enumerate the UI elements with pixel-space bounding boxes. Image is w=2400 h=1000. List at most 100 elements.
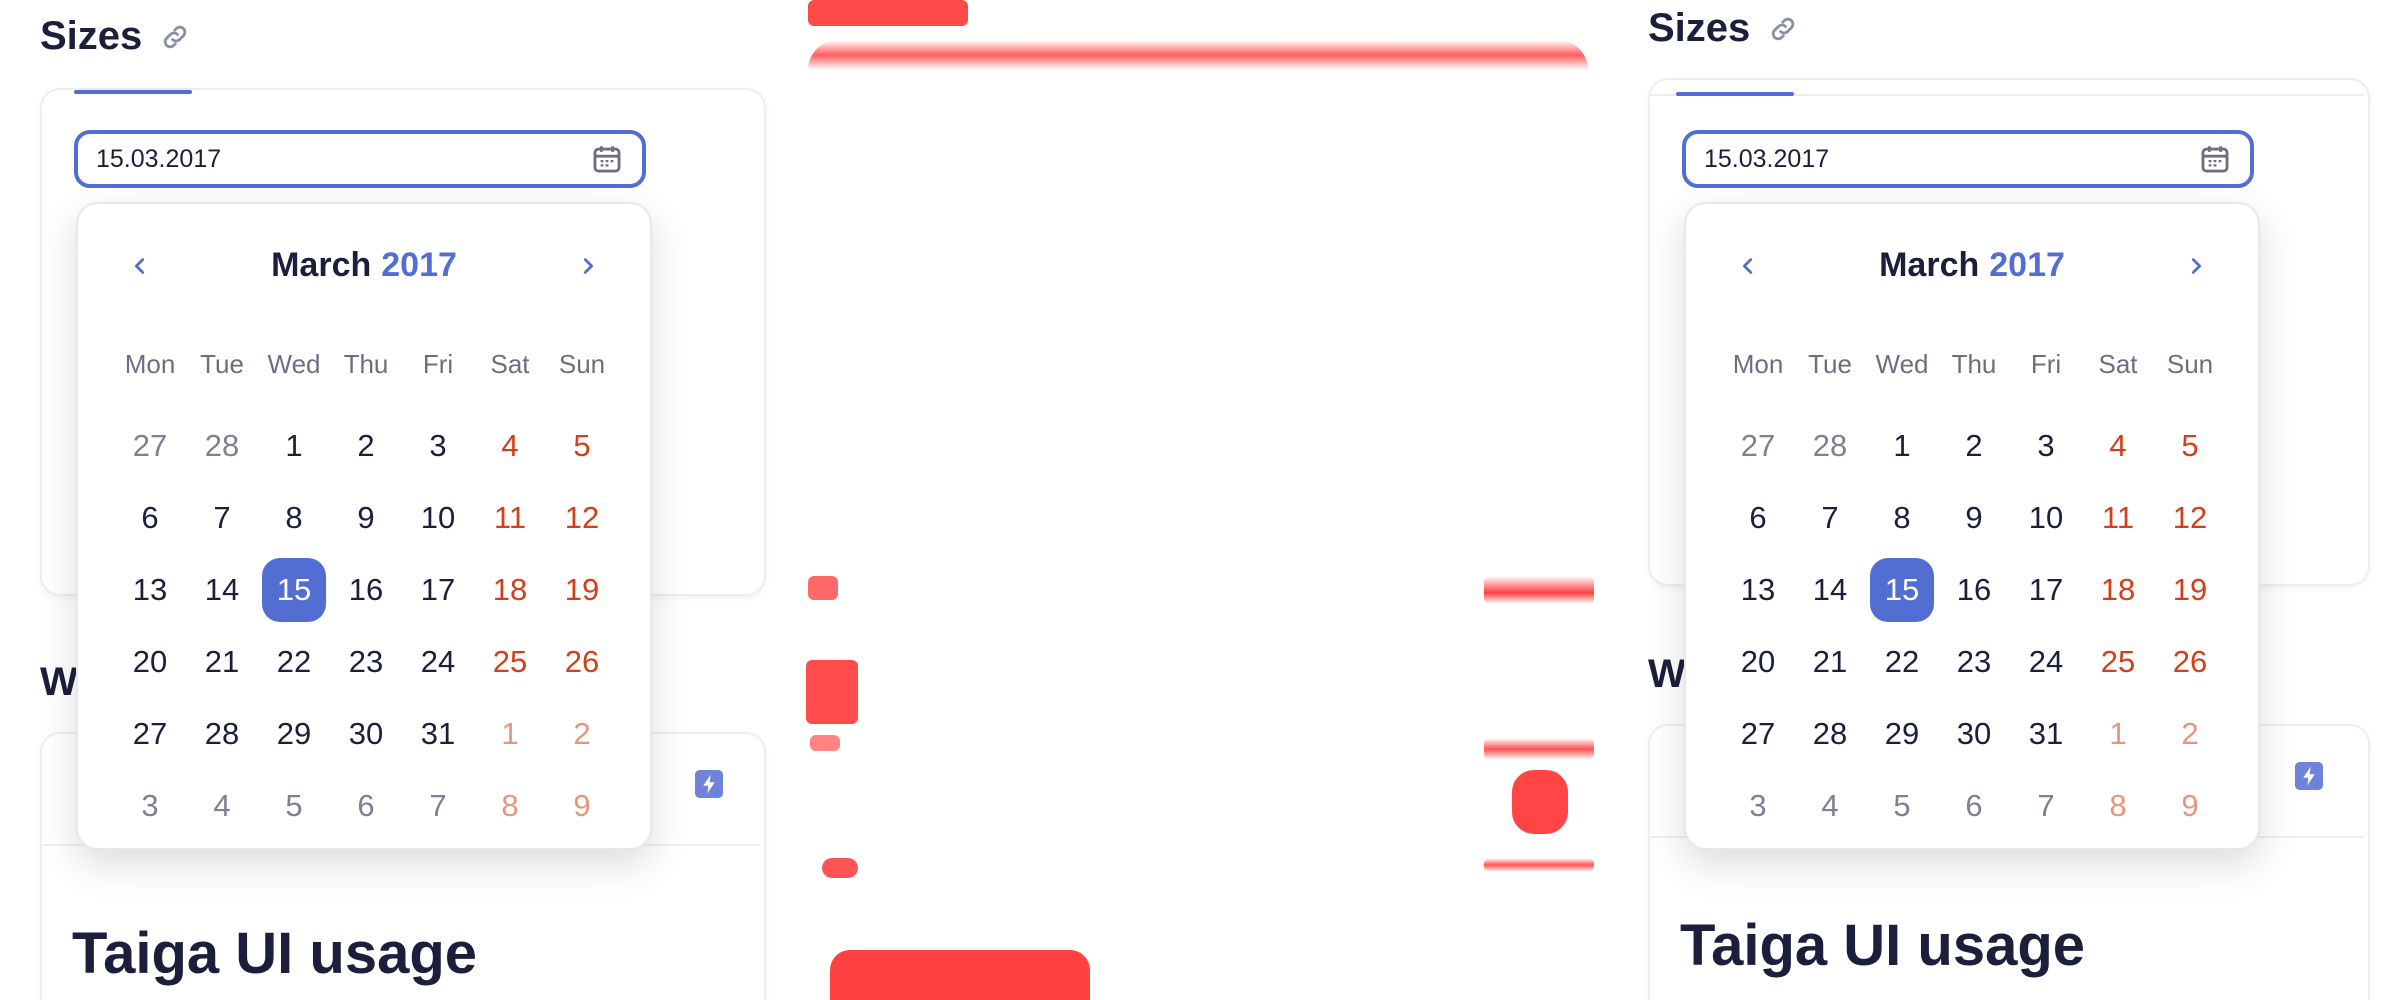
calendar-day[interactable]: 30 <box>348 716 384 751</box>
calendar-day[interactable]: 28 <box>204 428 240 463</box>
calendar-day[interactable]: 2 <box>357 428 375 463</box>
calendar-day[interactable]: 25 <box>2100 644 2136 679</box>
next-month-button[interactable] <box>2178 248 2214 284</box>
calendar-day[interactable]: 10 <box>420 500 456 535</box>
next-month-button[interactable] <box>570 248 606 284</box>
calendar-day[interactable]: 27 <box>132 716 168 751</box>
calendar-day[interactable]: 6 <box>141 500 159 535</box>
date-input[interactable]: 15.03.2017 <box>1682 130 2254 188</box>
calendar-day[interactable]: 19 <box>564 572 600 607</box>
lightning-icon[interactable] <box>2295 762 2323 790</box>
calendar-month[interactable]: March <box>271 245 372 284</box>
date-input[interactable]: 15.03.2017 <box>74 130 646 188</box>
calendar-day[interactable]: 9 <box>357 500 375 535</box>
calendar-day[interactable]: 20 <box>1740 644 1776 679</box>
prev-month-button[interactable] <box>122 248 158 284</box>
calendar-day[interactable]: 24 <box>420 644 456 679</box>
calendar-day[interactable]: 8 <box>2109 788 2127 823</box>
calendar-day[interactable]: 5 <box>2181 428 2199 463</box>
calendar-day[interactable]: 11 <box>2101 500 2135 535</box>
calendar-day[interactable]: 18 <box>492 572 528 607</box>
calendar-day[interactable]: 2 <box>1965 428 1983 463</box>
calendar-day[interactable]: 9 <box>1965 500 1983 535</box>
calendar-day[interactable]: 11 <box>493 500 527 535</box>
link-icon[interactable] <box>1768 14 1798 44</box>
calendar-month[interactable]: March <box>1879 245 1980 284</box>
link-icon[interactable] <box>160 22 190 52</box>
date-input-value[interactable]: 15.03.2017 <box>1704 144 1830 173</box>
calendar-day[interactable]: 28 <box>1812 428 1848 463</box>
calendar-day[interactable]: 31 <box>420 716 456 751</box>
calendar-day[interactable]: 26 <box>564 644 600 679</box>
calendar-day[interactable]: 26 <box>2172 644 2208 679</box>
calendar-day[interactable]: 25 <box>492 644 528 679</box>
calendar-day[interactable]: 13 <box>1740 572 1776 607</box>
calendar-day[interactable]: 8 <box>1893 500 1911 535</box>
calendar-day[interactable]: 7 <box>213 500 231 535</box>
calendar-day[interactable]: 10 <box>2028 500 2064 535</box>
calendar-day[interactable]: 6 <box>1749 500 1767 535</box>
calendar-day[interactable]: 1 <box>1893 428 1911 463</box>
calendar-icon[interactable] <box>590 142 624 176</box>
calendar-day[interactable]: 23 <box>1956 644 1992 679</box>
calendar-icon[interactable] <box>2198 142 2232 176</box>
calendar-day[interactable]: 18 <box>2100 572 2136 607</box>
calendar-day[interactable]: 7 <box>2037 788 2055 823</box>
calendar-day[interactable]: 12 <box>2172 500 2208 535</box>
calendar-day[interactable]: 3 <box>141 788 159 823</box>
calendar-day[interactable]: 28 <box>204 716 240 751</box>
calendar-day[interactable]: 7 <box>1821 500 1839 535</box>
calendar-day[interactable]: 19 <box>2172 572 2208 607</box>
prev-month-button[interactable] <box>1730 248 1766 284</box>
selected-day[interactable]: 15 <box>262 558 326 622</box>
calendar-day[interactable]: 1 <box>2109 716 2127 751</box>
calendar-day[interactable]: 20 <box>132 644 168 679</box>
calendar-day[interactable]: 17 <box>420 572 456 607</box>
calendar-day[interactable]: 2 <box>573 716 591 751</box>
calendar-day[interactable]: 3 <box>2037 428 2055 463</box>
calendar-day[interactable]: 13 <box>132 572 168 607</box>
calendar-day[interactable]: 6 <box>357 788 375 823</box>
calendar-day[interactable]: 4 <box>213 788 231 823</box>
calendar-day[interactable]: 2 <box>2181 716 2199 751</box>
calendar-day[interactable]: 31 <box>2028 716 2064 751</box>
calendar-day[interactable]: 27 <box>1740 428 1776 463</box>
calendar-day[interactable]: 1 <box>501 716 519 751</box>
calendar-day[interactable]: 21 <box>1812 644 1848 679</box>
calendar-year[interactable]: 2017 <box>381 245 457 284</box>
calendar-day[interactable]: 27 <box>1740 716 1776 751</box>
calendar-day[interactable]: 28 <box>1812 716 1848 751</box>
selected-day[interactable]: 15 <box>1870 558 1934 622</box>
calendar-day[interactable]: 9 <box>573 788 591 823</box>
calendar-day[interactable]: 4 <box>501 428 519 463</box>
calendar-day[interactable]: 14 <box>1812 572 1848 607</box>
calendar-day[interactable]: 24 <box>2028 644 2064 679</box>
calendar-day[interactable]: 16 <box>1956 572 1992 607</box>
calendar-day[interactable]: 29 <box>276 716 312 751</box>
date-input-value[interactable]: 15.03.2017 <box>96 144 222 173</box>
calendar-day[interactable]: 23 <box>348 644 384 679</box>
calendar-day[interactable]: 30 <box>1956 716 1992 751</box>
calendar-day[interactable]: 22 <box>276 644 312 679</box>
calendar-day[interactable]: 22 <box>1884 644 1920 679</box>
calendar-day[interactable]: 5 <box>1893 788 1911 823</box>
lightning-icon[interactable] <box>695 770 723 798</box>
calendar-day[interactable]: 16 <box>348 572 384 607</box>
calendar-day[interactable]: 1 <box>285 428 303 463</box>
calendar-year[interactable]: 2017 <box>1989 245 2065 284</box>
calendar-day[interactable]: 21 <box>204 644 240 679</box>
calendar-day[interactable]: 14 <box>204 572 240 607</box>
calendar-day[interactable]: 9 <box>2181 788 2199 823</box>
calendar-day[interactable]: 4 <box>1821 788 1839 823</box>
calendar-day[interactable]: 8 <box>285 500 303 535</box>
calendar-day[interactable]: 6 <box>1965 788 1983 823</box>
calendar-day[interactable]: 5 <box>285 788 303 823</box>
calendar-day[interactable]: 12 <box>564 500 600 535</box>
calendar-day[interactable]: 17 <box>2028 572 2064 607</box>
calendar-day[interactable]: 3 <box>429 428 447 463</box>
calendar-day[interactable]: 7 <box>429 788 447 823</box>
calendar-day[interactable]: 4 <box>2109 428 2127 463</box>
calendar-day[interactable]: 27 <box>132 428 168 463</box>
calendar-day[interactable]: 3 <box>1749 788 1767 823</box>
calendar-day[interactable]: 29 <box>1884 716 1920 751</box>
